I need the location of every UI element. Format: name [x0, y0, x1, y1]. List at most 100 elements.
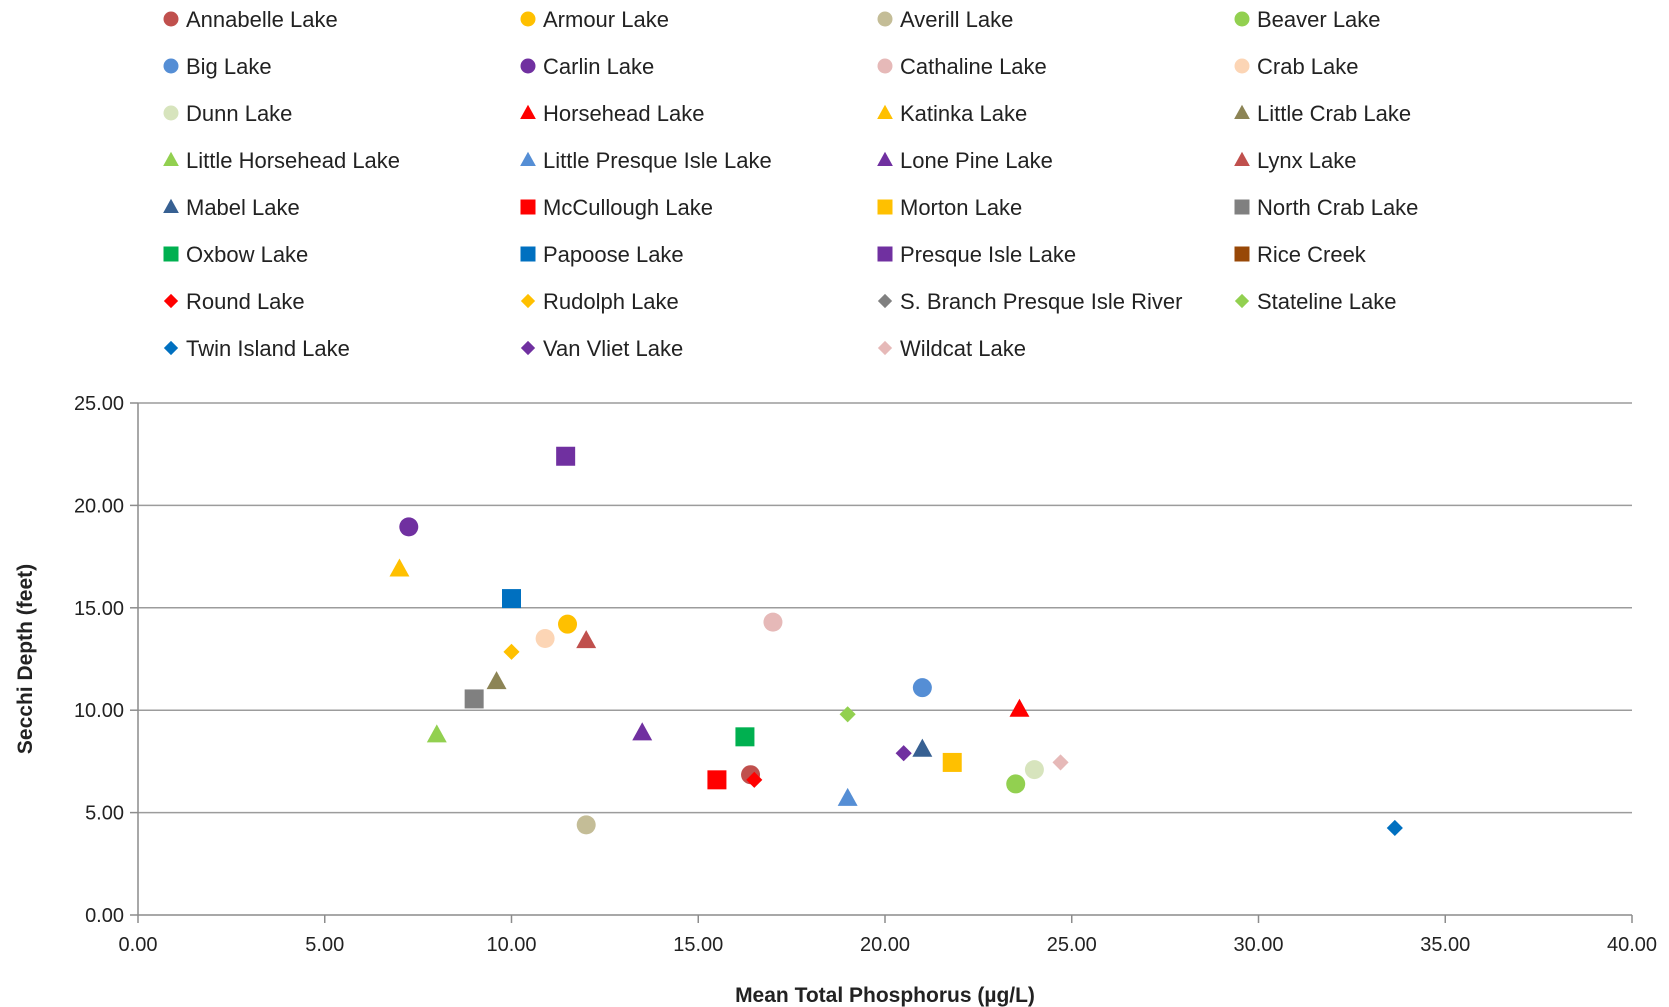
- legend-marker-triangle: [520, 104, 536, 119]
- legend-marker-triangle: [520, 151, 536, 166]
- data-point-triangle: [1009, 698, 1030, 717]
- legend-marker-triangle: [163, 151, 179, 166]
- legend-label: Little Horsehead Lake: [186, 148, 400, 173]
- legend-label: Horsehead Lake: [543, 101, 704, 126]
- legend-item: Stateline Lake: [1234, 289, 1396, 314]
- data-point-circle: [535, 629, 555, 649]
- data-point-diamond: [839, 706, 856, 723]
- legend-label: Little Presque Isle Lake: [543, 148, 772, 173]
- legend: Annabelle Lake Armour Lake Averill Lake Bea…: [163, 7, 1418, 361]
- legend-marker-triangle: [1234, 104, 1250, 119]
- data-point-circle: [558, 614, 578, 634]
- data-point-square: [502, 589, 521, 609]
- legend-marker-triangle: [877, 151, 893, 166]
- y-tick-label: 20.00: [74, 495, 124, 517]
- legend-marker-diamond: [877, 293, 893, 309]
- data-point-diamond: [746, 771, 763, 788]
- y-tick-label: 25.00: [74, 393, 124, 415]
- legend-item: Round Lake: [163, 289, 305, 314]
- legend-item: McCullough Lake: [520, 195, 713, 220]
- x-tick-label: 30.00: [1233, 934, 1283, 956]
- legend-marker-circle: [163, 105, 179, 121]
- legend-marker-circle: [877, 11, 893, 27]
- x-tick-label: 20.00: [860, 934, 910, 956]
- legend-item: Lone Pine Lake: [877, 148, 1053, 173]
- data-points: [389, 446, 1403, 837]
- axes: [137, 403, 1632, 916]
- legend-label: Cathaline Lake: [900, 54, 1047, 79]
- y-axis-ticks: 0.00 5.00 10.00 15.00 20.00 25.00: [74, 393, 138, 927]
- data-point-diamond: [503, 643, 520, 660]
- legend-marker-triangle: [1234, 151, 1250, 166]
- legend-marker-diamond: [520, 340, 536, 356]
- legend-marker-square: [877, 246, 893, 262]
- legend-marker-square: [1234, 199, 1250, 215]
- legend-label: Lone Pine Lake: [900, 148, 1053, 173]
- legend-label: Rice Creek: [1257, 242, 1367, 267]
- data-point-circle: [1006, 774, 1026, 794]
- legend-marker-circle: [520, 11, 536, 27]
- legend-item: Oxbow Lake: [163, 242, 308, 267]
- data-point-triangle: [912, 738, 933, 757]
- legend-item: Armour Lake: [520, 7, 669, 32]
- data-point-square: [707, 770, 727, 790]
- data-point-diamond: [1386, 819, 1403, 837]
- legend-item: Carlin Lake: [520, 54, 654, 79]
- legend-item: Lynx Lake: [1234, 148, 1356, 173]
- gridlines: [138, 402, 1632, 814]
- data-point-circle: [763, 612, 783, 632]
- legend-item: Averill Lake: [877, 7, 1013, 32]
- legend-marker-diamond: [163, 340, 179, 356]
- legend-item: Wildcat Lake: [877, 336, 1026, 361]
- legend-label: Presque Isle Lake: [900, 242, 1076, 267]
- legend-item: Papoose Lake: [520, 242, 684, 267]
- legend-label: S. Branch Presque Isle River: [900, 289, 1182, 314]
- legend-label: Katinka Lake: [900, 101, 1027, 126]
- legend-label: Van Vliet Lake: [543, 336, 683, 361]
- x-axis-title: Mean Total Phosphorus (µg/L): [735, 984, 1035, 1007]
- data-point-square: [556, 446, 576, 466]
- legend-label: Oxbow Lake: [186, 242, 308, 267]
- data-point-triangle: [837, 787, 858, 806]
- data-point-square: [464, 689, 484, 709]
- legend-label: Mabel Lake: [186, 195, 300, 220]
- data-point-triangle: [576, 630, 597, 649]
- legend-marker-square: [877, 199, 893, 215]
- x-tick-label: 25.00: [1047, 934, 1097, 956]
- legend-item: Beaver Lake: [1234, 7, 1381, 32]
- legend-marker-diamond: [877, 340, 893, 356]
- x-tick-label: 0.00: [119, 934, 158, 956]
- legend-marker-circle: [877, 58, 893, 74]
- legend-marker-diamond: [520, 293, 536, 309]
- legend-item: Rice Creek: [1234, 242, 1367, 267]
- legend-label: Morton Lake: [900, 195, 1022, 220]
- legend-label: Carlin Lake: [543, 54, 654, 79]
- legend-marker-triangle: [877, 104, 893, 119]
- legend-label: McCullough Lake: [543, 195, 713, 220]
- legend-marker-circle: [163, 11, 179, 27]
- legend-label: Annabelle Lake: [186, 7, 338, 32]
- legend-item: Horsehead Lake: [520, 101, 704, 126]
- legend-label: Dunn Lake: [186, 101, 292, 126]
- legend-item: Presque Isle Lake: [877, 242, 1076, 267]
- data-point-diamond: [895, 745, 912, 762]
- data-point-triangle: [632, 722, 653, 741]
- legend-item: Little Horsehead Lake: [163, 148, 400, 173]
- legend-item: Van Vliet Lake: [520, 336, 683, 361]
- legend-item: Little Presque Isle Lake: [520, 148, 772, 173]
- legend-item: Rudolph Lake: [520, 289, 679, 314]
- legend-label: Big Lake: [186, 54, 272, 79]
- legend-item: Big Lake: [163, 54, 272, 79]
- legend-marker-square: [520, 246, 536, 262]
- legend-label: Crab Lake: [1257, 54, 1359, 79]
- legend-label: Twin Island Lake: [186, 336, 350, 361]
- data-point-square: [735, 727, 755, 747]
- y-tick-label: 0.00: [85, 905, 124, 927]
- y-tick-label: 15.00: [74, 598, 124, 620]
- legend-item: Katinka Lake: [877, 101, 1027, 126]
- legend-item: North Crab Lake: [1234, 195, 1418, 220]
- legend-item: Morton Lake: [877, 195, 1022, 220]
- data-point-triangle: [389, 558, 410, 577]
- data-point-circle: [576, 815, 596, 835]
